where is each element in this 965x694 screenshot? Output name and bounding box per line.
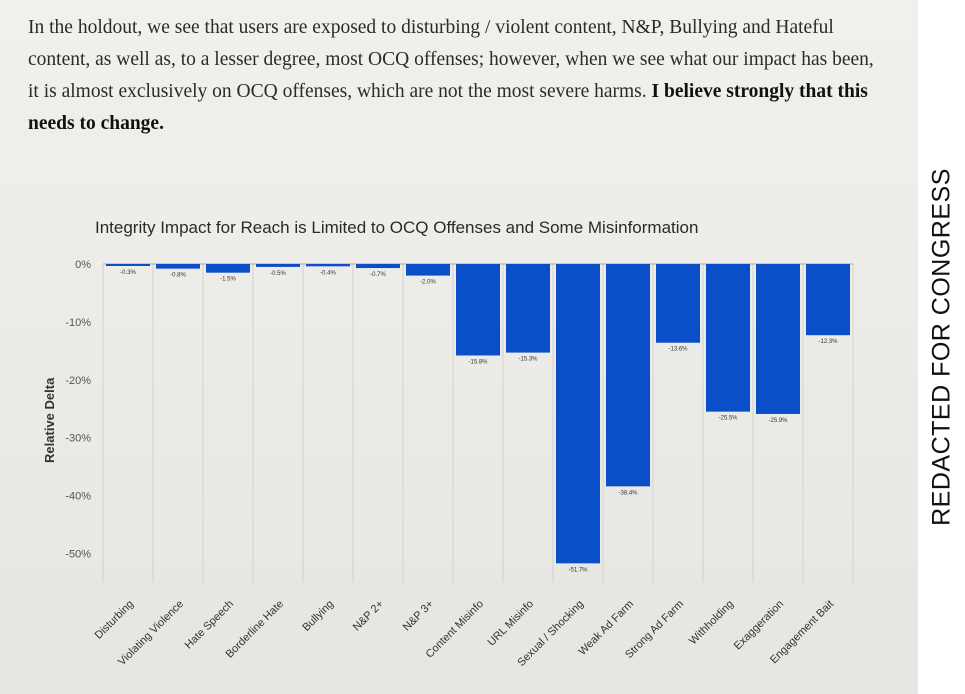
data-label: -12.3% xyxy=(818,339,838,345)
data-label: -51.7% xyxy=(568,567,588,573)
data-label: -0.8% xyxy=(170,273,186,279)
data-labels-layer: -0.3% -0.8% -1.5% -0.5% -0.4% -0.7% -2.0% -15.8… xyxy=(120,270,838,573)
redacted-banner: REDACTED FOR CONGRESS xyxy=(918,0,965,694)
y-axis: 0% -10% -20% -30% -40% -50% Relative Delta xyxy=(42,259,91,561)
paragraph-text: In the holdout, we see that users are ex… xyxy=(28,17,874,102)
bar xyxy=(706,264,750,412)
x-tick-label: N&P 3+ xyxy=(401,598,436,633)
bar xyxy=(456,264,500,356)
bar xyxy=(656,264,700,343)
x-tick-label: URL Misinfo xyxy=(486,598,537,649)
bar xyxy=(406,264,450,276)
y-tick-label: 0% xyxy=(75,259,91,271)
x-tick-label: Bullying xyxy=(300,598,336,634)
data-label: -15.3% xyxy=(518,357,538,363)
y-tick-label: -10% xyxy=(65,317,91,329)
data-label: -15.8% xyxy=(468,359,488,365)
data-label: -2.0% xyxy=(420,280,436,286)
bar xyxy=(506,264,550,353)
y-tick-label: -20% xyxy=(65,375,91,387)
y-tick-label: -40% xyxy=(65,491,91,503)
bar xyxy=(806,264,850,336)
bars-layer xyxy=(106,264,850,564)
data-label: -13.6% xyxy=(668,347,688,353)
bar xyxy=(106,264,150,266)
data-label: -0.4% xyxy=(320,270,336,276)
x-tick-label: N&P 2+ xyxy=(351,598,386,633)
bar xyxy=(356,264,400,269)
data-label: -1.5% xyxy=(220,277,236,283)
redacted-label: REDACTED FOR CONGRESS xyxy=(927,168,955,526)
data-label: -0.7% xyxy=(370,272,386,278)
y-axis-title: Relative Delta xyxy=(42,377,57,463)
data-label: -25.9% xyxy=(768,418,788,424)
bar xyxy=(256,264,300,267)
bar xyxy=(756,264,800,414)
x-tick-label: Hate Speech xyxy=(183,598,236,651)
x-tick-label: Withholding xyxy=(687,598,736,647)
data-label: -25.5% xyxy=(718,416,738,422)
document-page: In the holdout, we see that users are ex… xyxy=(0,0,918,694)
data-label: -0.3% xyxy=(120,270,136,276)
paragraph-bold-text: I believe strongly that this needs to ch… xyxy=(28,81,868,134)
chart-title: Integrity Impact for Reach is Limited to… xyxy=(95,218,699,237)
y-tick-label: -30% xyxy=(65,433,91,445)
bar xyxy=(306,264,350,267)
bar xyxy=(606,264,650,487)
bar xyxy=(206,264,250,273)
bar xyxy=(156,264,200,269)
body-paragraph: In the holdout, we see that users are ex… xyxy=(28,12,888,140)
bar-chart: -0.3% -0.8% -1.5% -0.5% -0.4% -0.7% -2.0% -15.8… xyxy=(42,259,854,669)
bar xyxy=(556,264,600,564)
x-tick-label: Disturbing xyxy=(93,598,137,642)
y-tick-label: -50% xyxy=(65,549,91,561)
x-tick-label: Exaggeration xyxy=(732,598,786,652)
data-label: -0.5% xyxy=(270,271,286,277)
data-label: -38.4% xyxy=(618,490,638,496)
